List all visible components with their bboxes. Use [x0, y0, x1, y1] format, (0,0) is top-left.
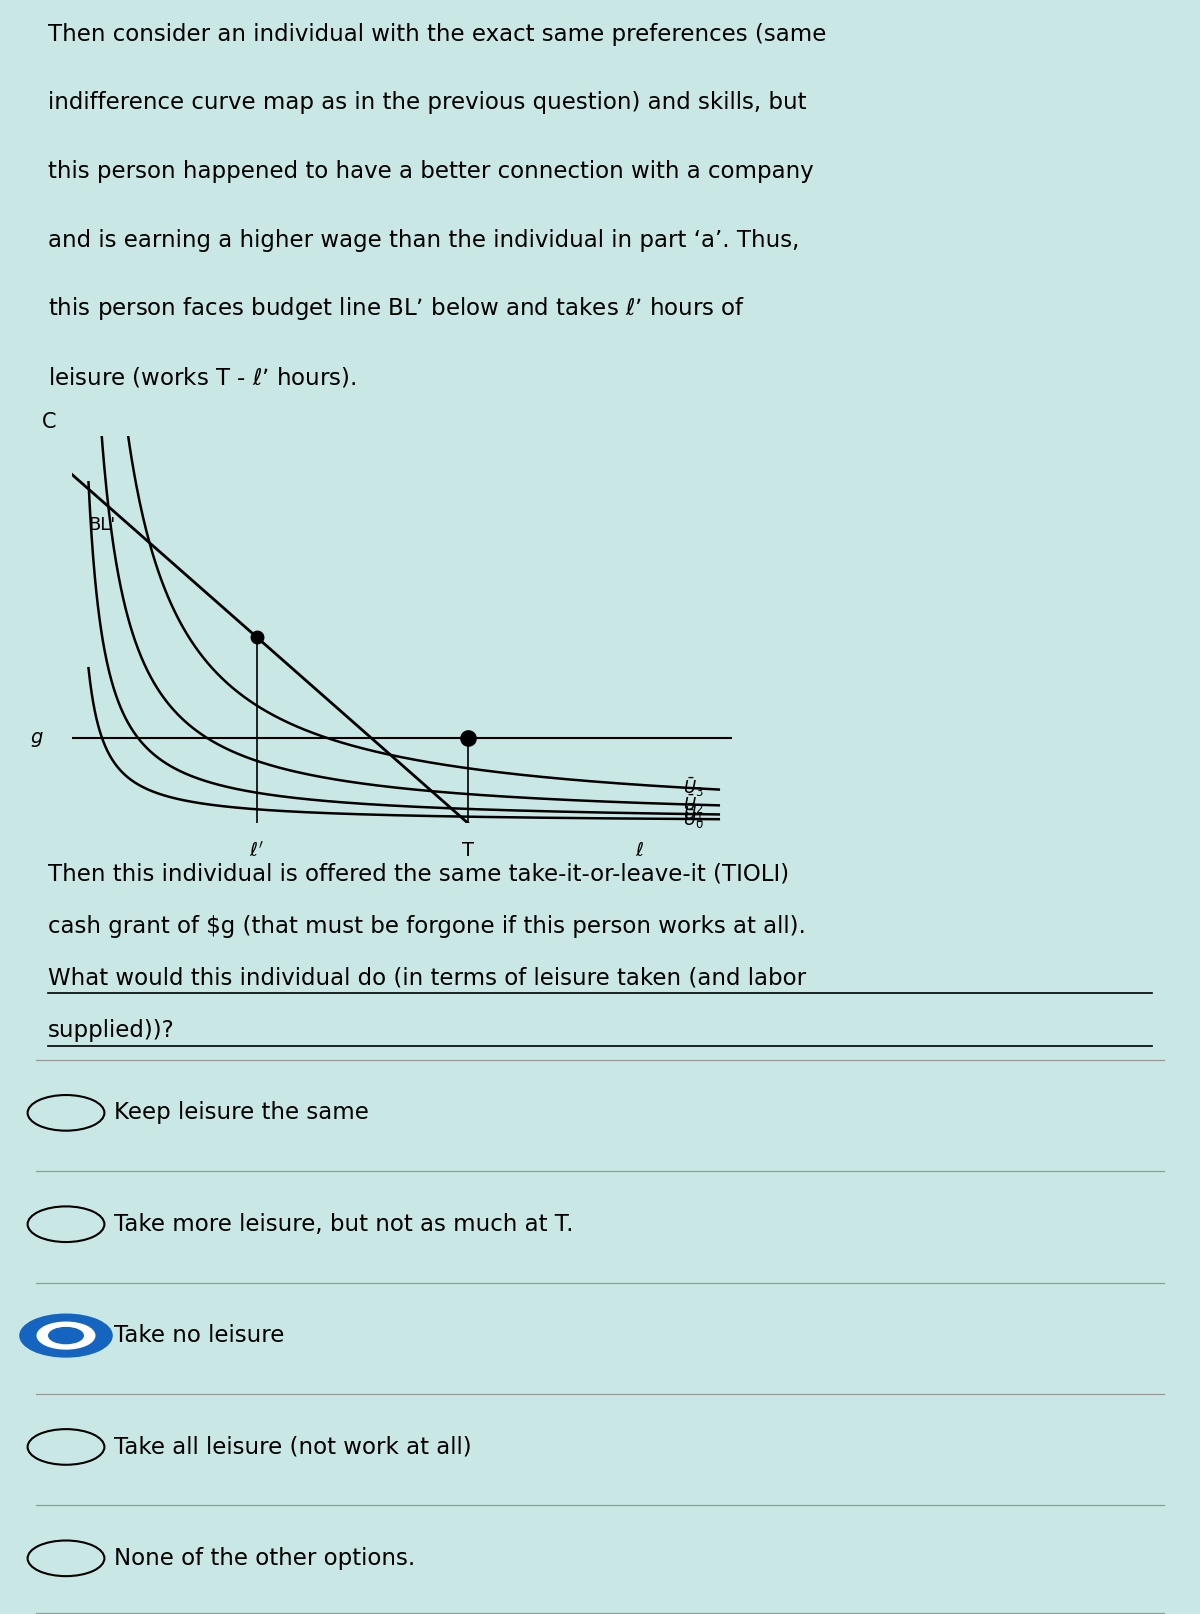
Text: cash grant of $g (that must be forgone if this person works at all).: cash grant of $g (that must be forgone i… [48, 915, 806, 938]
Text: Then this individual is offered the same take-it-or-leave-it (TIOLI): Then this individual is offered the same… [48, 862, 790, 884]
Text: BL': BL' [89, 516, 115, 534]
Text: leisure (works T - $\ell$’ hours).: leisure (works T - $\ell$’ hours). [48, 365, 356, 389]
Text: Then consider an individual with the exact same preferences (same: Then consider an individual with the exa… [48, 23, 827, 45]
Text: None of the other options.: None of the other options. [114, 1546, 415, 1570]
Text: Take no leisure: Take no leisure [114, 1323, 284, 1348]
Text: C: C [42, 412, 56, 433]
Text: Take all leisure (not work at all): Take all leisure (not work at all) [114, 1435, 472, 1459]
Text: T: T [462, 841, 474, 860]
Text: indifference curve map as in the previous question) and skills, but: indifference curve map as in the previou… [48, 92, 806, 115]
Text: g: g [30, 728, 42, 747]
Text: and is earning a higher wage than the individual in part ‘a’. Thus,: and is earning a higher wage than the in… [48, 229, 799, 252]
Text: $\ell'$: $\ell'$ [250, 841, 264, 860]
Text: this person happened to have a better connection with a company: this person happened to have a better co… [48, 160, 814, 182]
Text: supplied))?: supplied))? [48, 1020, 175, 1043]
Text: $\bar{U}_2$: $\bar{U}_2$ [683, 792, 703, 815]
Text: $\ell$: $\ell$ [635, 841, 644, 860]
Circle shape [20, 1314, 112, 1357]
Text: $\bar{U}_3$: $\bar{U}_3$ [683, 775, 703, 799]
Text: $\bar{U}_1$: $\bar{U}_1$ [683, 802, 703, 825]
Text: $\bar{U}_0$: $\bar{U}_0$ [683, 807, 703, 831]
Text: Take more leisure, but not as much at T.: Take more leisure, but not as much at T. [114, 1212, 574, 1236]
Text: Keep leisure the same: Keep leisure the same [114, 1101, 368, 1125]
Circle shape [37, 1322, 95, 1349]
Text: this person faces budget line BL’ below and takes $\ell$’ hours of: this person faces budget line BL’ below … [48, 295, 745, 323]
Text: What would this individual do (in terms of leisure taken (and labor: What would this individual do (in terms … [48, 967, 806, 989]
Circle shape [49, 1328, 83, 1343]
